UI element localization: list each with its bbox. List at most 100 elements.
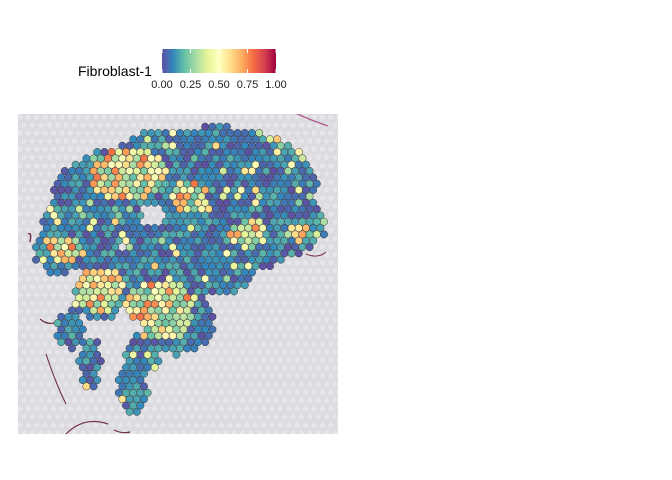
spot: [320, 217, 328, 226]
background-dot: [210, 389, 216, 395]
background-dot: [25, 406, 31, 412]
background-dot: [315, 268, 321, 274]
background-dot: [30, 349, 36, 355]
background-dot: [122, 122, 128, 128]
background-dot: [265, 397, 271, 404]
background-dot: [282, 300, 288, 306]
background-dot: [172, 414, 178, 420]
spot: [161, 344, 170, 353]
background-dot: [30, 187, 36, 193]
background-dot: [214, 333, 220, 339]
background-dot: [214, 381, 220, 387]
background-dot: [135, 114, 141, 120]
background-dot: [273, 365, 279, 371]
background-dot: [227, 341, 233, 347]
background-dot: [38, 349, 44, 355]
background-dot: [277, 406, 283, 412]
background-dot: [256, 316, 262, 323]
spot: [305, 192, 314, 201]
background-dot: [277, 114, 283, 120]
background-dot: [227, 114, 233, 120]
background-dot: [214, 316, 220, 323]
background-dot: [286, 422, 292, 428]
background-dot: [34, 211, 40, 217]
background-dot: [55, 430, 61, 434]
background-dot: [21, 430, 27, 434]
background-dot: [93, 422, 99, 428]
background-dot: [72, 397, 78, 404]
background-dot: [84, 130, 90, 136]
spot: [204, 331, 213, 340]
background-dot: [101, 114, 107, 120]
spot: [172, 350, 181, 359]
background-dot: [311, 357, 317, 363]
background-dot: [328, 406, 334, 412]
background-dot: [231, 397, 237, 404]
spot: [190, 344, 199, 353]
background-dot: [231, 430, 237, 434]
background-dot: [244, 308, 250, 314]
background-dot: [219, 114, 225, 120]
background-dot: [105, 333, 111, 339]
background-dot: [214, 414, 220, 420]
background-dot: [21, 381, 27, 387]
background-dot: [261, 114, 267, 120]
background-dot: [80, 430, 86, 434]
background-dot: [336, 325, 338, 330]
background-dot: [307, 381, 313, 387]
background-dot: [311, 146, 317, 152]
background-dot: [147, 122, 153, 128]
background-dot: [328, 244, 334, 250]
background-dot: [72, 154, 78, 161]
background-dot: [38, 397, 44, 404]
background-dot: [282, 122, 288, 128]
background-dot: [34, 341, 40, 347]
background-dot: [160, 211, 166, 217]
background-dot: [51, 114, 57, 120]
background-dot: [109, 341, 115, 347]
tissue-spatial-plot: [18, 114, 338, 434]
background-dot: [34, 357, 40, 363]
spot: [46, 268, 55, 277]
background-dot: [269, 422, 275, 428]
background-dot: [189, 365, 195, 371]
background-dot: [202, 373, 208, 379]
background-dot: [315, 430, 321, 434]
background-dot: [59, 114, 65, 120]
background-dot: [252, 276, 258, 282]
background-dot: [223, 300, 229, 306]
background-dot: [328, 422, 334, 428]
background-dot: [336, 114, 338, 120]
background-dot: [105, 365, 111, 371]
background-dot: [248, 316, 254, 323]
background-dot: [156, 219, 162, 225]
background-dot: [21, 333, 27, 339]
background-dot: [219, 406, 225, 412]
background-dot: [189, 397, 195, 404]
background-dot: [290, 333, 296, 339]
background-dot: [34, 146, 40, 152]
background-dot: [256, 122, 262, 128]
background-dot: [122, 333, 128, 339]
background-dot: [193, 357, 199, 363]
background-dot: [336, 211, 338, 217]
background-dot: [235, 373, 241, 379]
background-dot: [273, 268, 279, 274]
background-dot: [273, 316, 279, 323]
background-dot: [55, 414, 61, 420]
background-dot: [298, 381, 304, 387]
spot: [309, 173, 318, 182]
background-dot: [332, 397, 338, 404]
spot: [143, 198, 152, 207]
spot: [32, 255, 40, 264]
background-dot: [324, 268, 330, 274]
background-dot: [18, 357, 23, 363]
background-dot: [235, 292, 241, 298]
background-dot: [231, 122, 237, 128]
spot-layer: [32, 122, 328, 416]
background-dot: [286, 389, 292, 395]
background-dot: [307, 397, 313, 404]
background-dot: [290, 381, 296, 387]
background-dot: [332, 203, 338, 209]
background-dot: [63, 122, 69, 128]
